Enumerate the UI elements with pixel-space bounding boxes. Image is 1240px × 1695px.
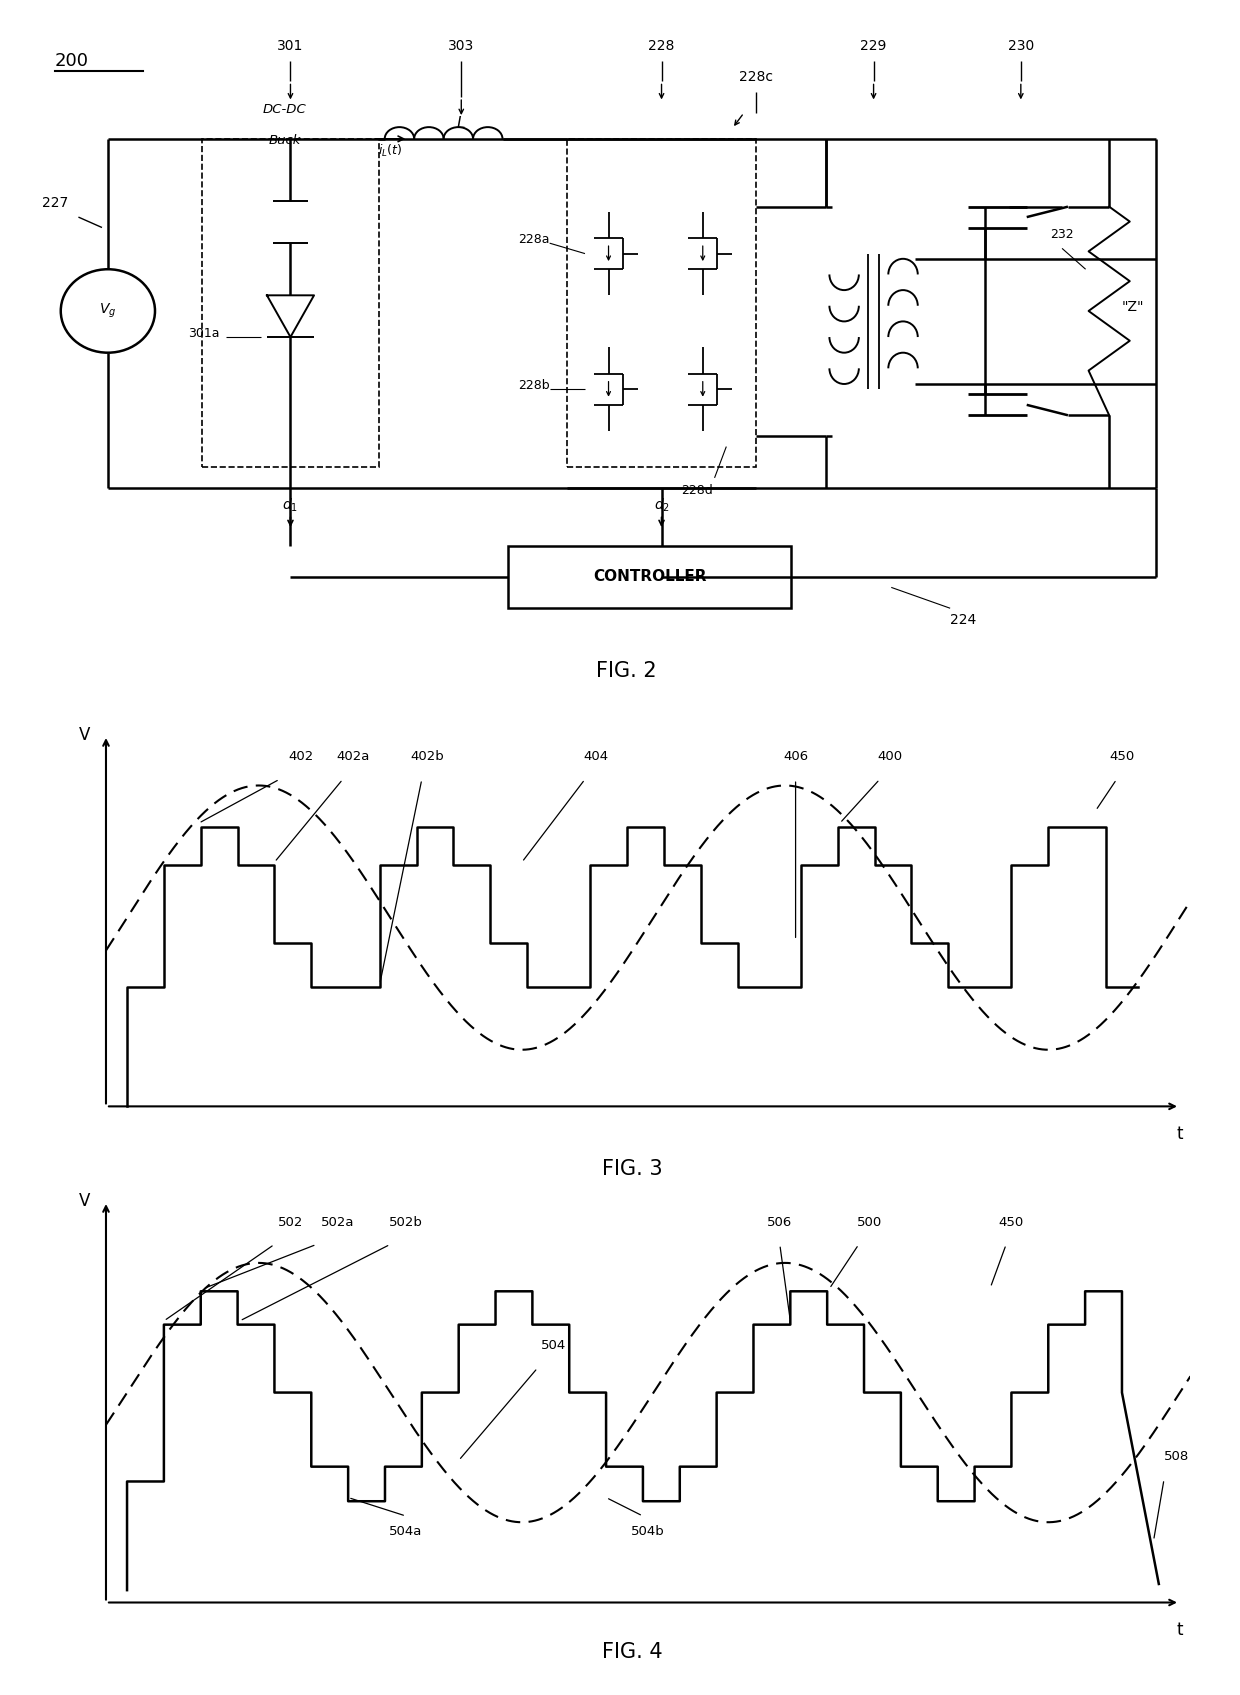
Text: 406: 406 (782, 751, 808, 763)
Text: Buck: Buck (268, 134, 301, 147)
Text: FIG. 2: FIG. 2 (596, 661, 656, 681)
Text: 450: 450 (998, 1215, 1024, 1229)
Text: 228a: 228a (518, 234, 549, 246)
Text: 232: 232 (1050, 227, 1074, 241)
Text: 301: 301 (278, 39, 304, 53)
Text: L: L (458, 117, 465, 132)
Text: $i_L(t)$: $i_L(t)$ (378, 142, 403, 159)
Text: 402: 402 (288, 751, 314, 763)
Text: CONTROLLER: CONTROLLER (593, 570, 707, 585)
Text: 502a: 502a (321, 1215, 355, 1229)
Text: t: t (1177, 1620, 1183, 1639)
Text: 228: 228 (649, 39, 675, 53)
Text: $d_2$: $d_2$ (653, 497, 670, 514)
Text: 508: 508 (1164, 1451, 1189, 1463)
Text: 228c: 228c (739, 71, 773, 85)
Text: $d_1$: $d_1$ (283, 497, 299, 514)
Text: 224: 224 (950, 614, 976, 627)
Text: 301a: 301a (188, 327, 219, 341)
Text: t: t (1177, 1125, 1183, 1142)
Text: V: V (79, 725, 91, 744)
Text: 303: 303 (448, 39, 475, 53)
Text: 230: 230 (1008, 39, 1034, 53)
Text: 400: 400 (878, 751, 903, 763)
Text: 228d: 228d (681, 483, 713, 497)
Text: DC-DC: DC-DC (263, 103, 306, 115)
Bar (568, 139, 756, 468)
Text: 504b: 504b (631, 1524, 665, 1537)
Text: 506: 506 (768, 1215, 792, 1229)
Text: 404: 404 (583, 751, 608, 763)
Text: 450: 450 (1110, 751, 1135, 763)
Text: $V_g$: $V_g$ (99, 302, 117, 320)
Text: 200: 200 (55, 51, 89, 69)
Text: 502b: 502b (389, 1215, 423, 1229)
Text: "Z": "Z" (1121, 300, 1145, 314)
Text: 502: 502 (278, 1215, 303, 1229)
Bar (508, 546, 791, 609)
Text: 402a: 402a (337, 751, 370, 763)
Bar (202, 139, 378, 468)
Text: 227: 227 (42, 195, 68, 210)
Text: FIG. 4: FIG. 4 (603, 1642, 662, 1661)
Text: 504: 504 (541, 1339, 567, 1353)
Text: 228b: 228b (518, 380, 549, 392)
Text: 229: 229 (861, 39, 887, 53)
Text: 500: 500 (857, 1215, 882, 1229)
Text: 402b: 402b (410, 751, 444, 763)
Text: FIG. 3: FIG. 3 (603, 1159, 662, 1180)
Text: V: V (79, 1192, 91, 1210)
Text: 504a: 504a (389, 1524, 423, 1537)
